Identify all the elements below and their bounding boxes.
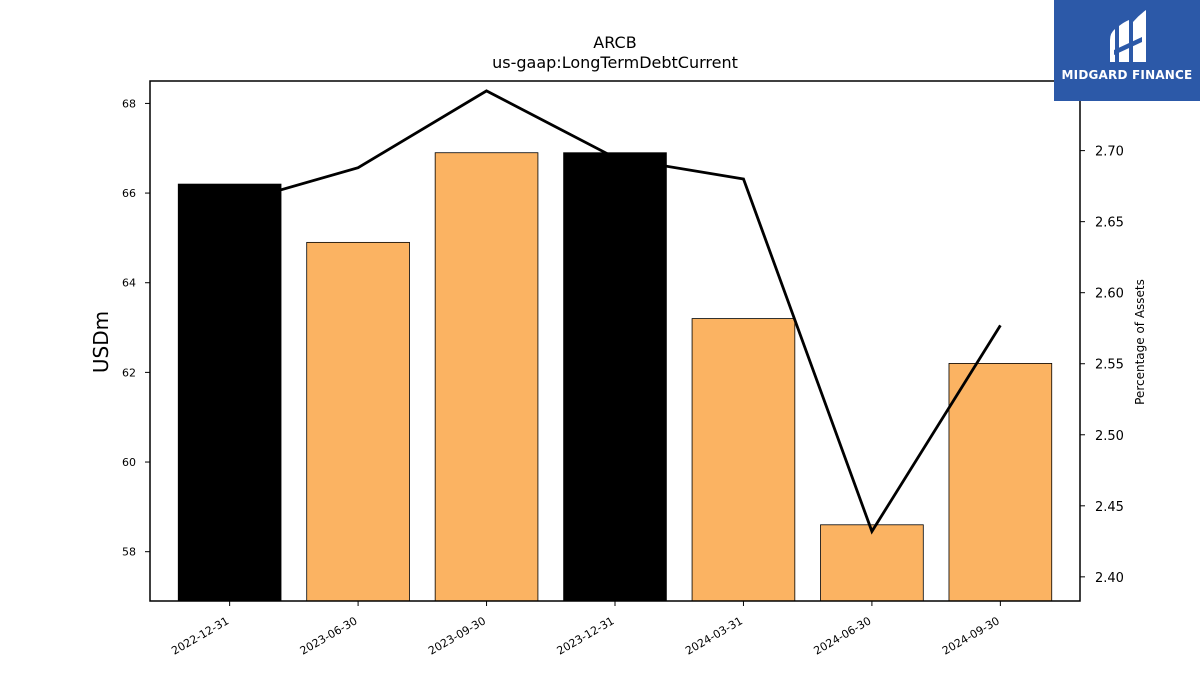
right-tick-label: 2.50 <box>1095 429 1124 444</box>
percentage-line-series <box>229 89 1002 535</box>
left-axis-label: USDm <box>89 311 113 373</box>
left-tick-label: 58 <box>122 546 136 559</box>
x-tick-label: 2024-06-30 <box>812 614 874 657</box>
left-tick-label: 60 <box>122 456 136 469</box>
right-tick-label: 2.45 <box>1095 500 1124 515</box>
x-tick-label: 2023-06-30 <box>298 614 360 657</box>
bar <box>563 152 667 602</box>
bar <box>691 318 796 602</box>
bar <box>306 241 410 602</box>
right-axis-label: Percentage of Assets <box>1133 279 1147 405</box>
bar <box>820 524 924 602</box>
logo-text: MIDGARD FINANCE <box>1061 68 1193 82</box>
bar <box>948 363 1053 602</box>
x-tick-label: 2024-09-30 <box>940 614 1002 657</box>
bar-series <box>177 152 1053 602</box>
right-tick-label: 2.40 <box>1095 571 1124 586</box>
chart-subtitle: us-gaap:LongTermDebtCurrent <box>492 53 738 72</box>
logo-mark-icon <box>1110 10 1146 62</box>
left-tick-label: 68 <box>122 97 136 110</box>
x-tick-label: 2023-09-30 <box>426 614 488 657</box>
right-tick-label: 2.70 <box>1095 145 1124 160</box>
x-tick-label: 2024-03-31 <box>683 614 745 657</box>
left-tick-label: 62 <box>122 366 136 379</box>
right-tick-label: 2.65 <box>1095 216 1124 231</box>
bar <box>434 152 539 602</box>
bar <box>177 183 282 602</box>
right-axis-ticks: 2.40 2.45 2.50 2.55 2.60 2.65 2.70 <box>1080 145 1124 586</box>
chart-title: ARCB <box>593 33 636 52</box>
percentage-line <box>229 89 1002 535</box>
left-tick-label: 66 <box>122 187 136 200</box>
x-tick-label: 2023-12-31 <box>555 614 617 657</box>
right-tick-label: 2.60 <box>1095 287 1124 302</box>
right-tick-label: 2.55 <box>1095 358 1124 373</box>
midgard-finance-logo: MIDGARD FINANCE <box>1054 0 1200 101</box>
left-tick-label: 64 <box>122 277 136 290</box>
x-tick-label: 2022-12-31 <box>169 614 231 657</box>
left-axis-ticks: 58 60 62 64 66 68 <box>122 97 150 559</box>
x-axis-ticks: 2022-12-31 2023-06-30 2023-09-30 2023-12-31… <box>169 601 1002 658</box>
